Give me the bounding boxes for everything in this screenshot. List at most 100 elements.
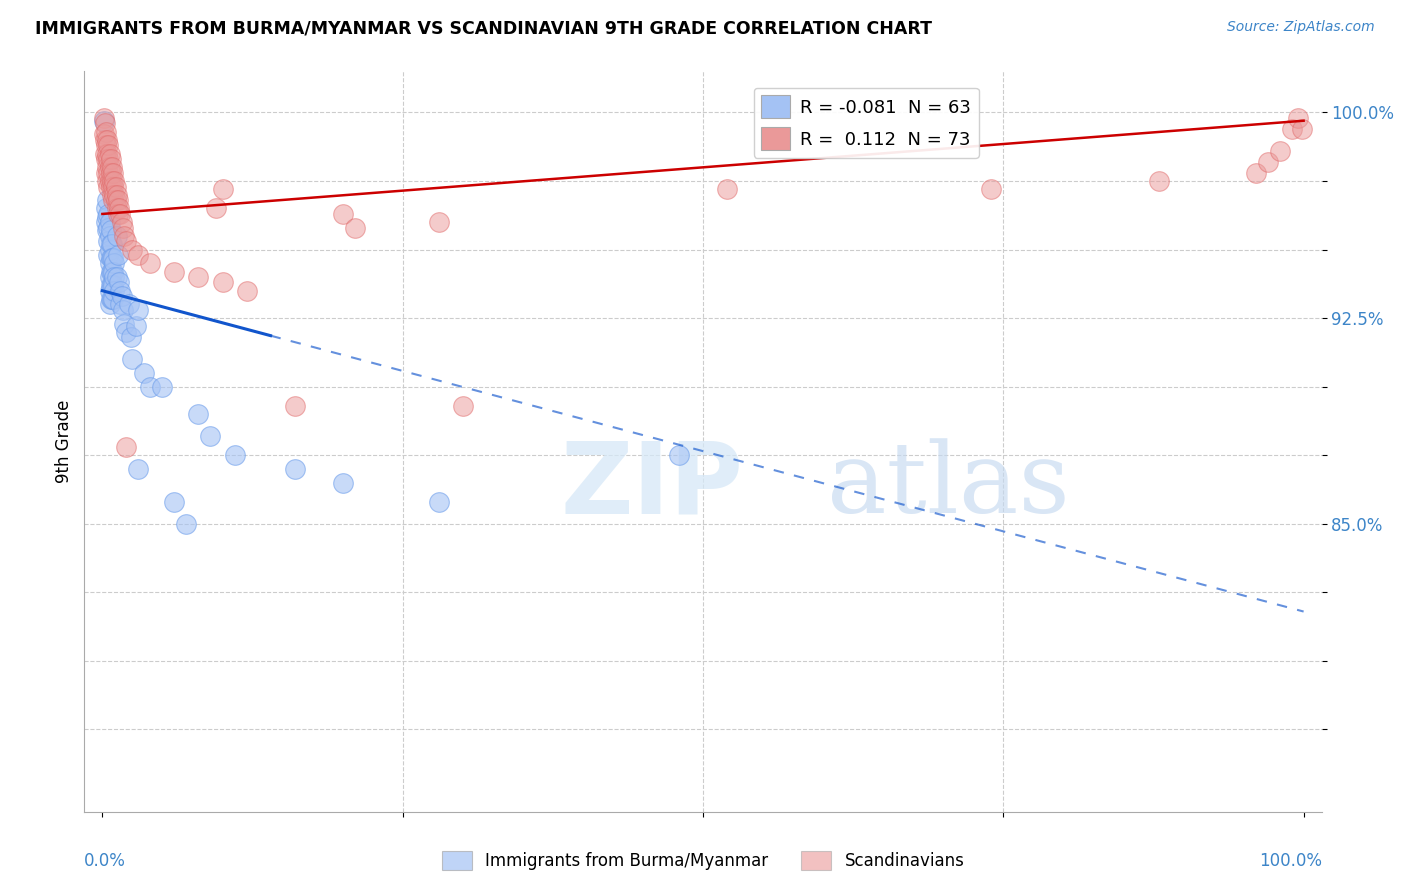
Point [205,202,228,216]
Point [716,182,738,196]
Point [163,495,186,509]
Point [98,243,121,257]
Point [152,380,174,394]
Point [104,179,127,194]
Point [100,264,122,278]
Point [94,138,117,153]
Point [118,297,141,311]
Point [98,256,121,270]
Point [96,210,118,224]
Point [121,243,143,257]
Point [139,380,162,394]
Point [200,429,222,443]
Point [100,292,122,306]
Point [127,302,149,317]
Point [103,179,125,194]
Text: 0.0%: 0.0% [84,853,127,871]
Point [97,207,120,221]
Point [668,448,690,462]
Point [103,264,125,278]
Point [1281,122,1303,136]
Point [115,235,138,249]
Point [103,251,125,265]
Point [107,193,129,207]
Point [98,270,121,285]
Point [332,475,354,490]
Text: IMMIGRANTS FROM BURMA/MYANMAR VS SCANDINAVIAN 9TH GRADE CORRELATION CHART: IMMIGRANTS FROM BURMA/MYANMAR VS SCANDIN… [35,20,932,37]
Point [96,174,118,188]
Point [108,276,131,290]
Point [187,270,209,285]
Legend: R = -0.081  N = 63, R =  0.112  N = 73: R = -0.081 N = 63, R = 0.112 N = 73 [754,87,979,158]
Point [115,325,138,339]
Point [98,228,121,243]
Point [93,113,115,128]
Point [101,251,124,265]
Point [101,237,124,252]
Point [97,248,120,262]
Point [98,215,121,229]
Point [94,215,117,229]
Point [105,202,128,216]
Point [139,256,162,270]
Point [127,462,149,476]
Point [103,278,125,293]
Point [111,220,134,235]
Point [176,516,198,531]
Point [97,179,120,194]
Point [108,202,131,216]
Point [211,182,233,196]
Point [98,161,121,175]
Point [103,270,125,285]
Point [94,146,117,161]
Point [980,182,1002,196]
Point [98,297,121,311]
Point [284,399,307,413]
Point [125,319,148,334]
Point [94,166,117,180]
Point [97,152,120,166]
Point [120,330,142,344]
Point [97,166,120,180]
Point [1286,111,1309,125]
Text: Source: ZipAtlas.com: Source: ZipAtlas.com [1227,20,1375,34]
Point [103,292,125,306]
Point [98,174,121,188]
Point [1257,154,1279,169]
Y-axis label: 9th Grade: 9th Grade [55,400,73,483]
Text: atlas: atlas [827,438,1070,533]
Legend: Immigrants from Burma/Myanmar, Scandinavians: Immigrants from Burma/Myanmar, Scandinav… [434,844,972,877]
Point [103,193,125,207]
Point [98,146,121,161]
Point [134,366,156,380]
Point [103,187,125,202]
Point [94,202,117,216]
Point [100,251,122,265]
Point [107,248,129,262]
Point [101,264,124,278]
Point [103,284,125,298]
Point [101,278,124,293]
Point [112,317,135,331]
Point [97,235,120,249]
Text: 100.0%: 100.0% [1258,853,1322,871]
Point [235,284,257,298]
Point [105,228,128,243]
Point [105,187,128,202]
Point [96,223,118,237]
Point [100,179,122,194]
Point [101,161,124,175]
Point [451,399,474,413]
Point [224,448,246,462]
Point [97,138,120,153]
Point [93,111,115,125]
Point [100,278,122,293]
Point [427,495,450,509]
Point [100,223,122,237]
Point [103,174,125,188]
Point [96,193,118,207]
Point [107,207,129,221]
Point [110,289,132,303]
Point [104,193,127,207]
Point [110,215,132,229]
